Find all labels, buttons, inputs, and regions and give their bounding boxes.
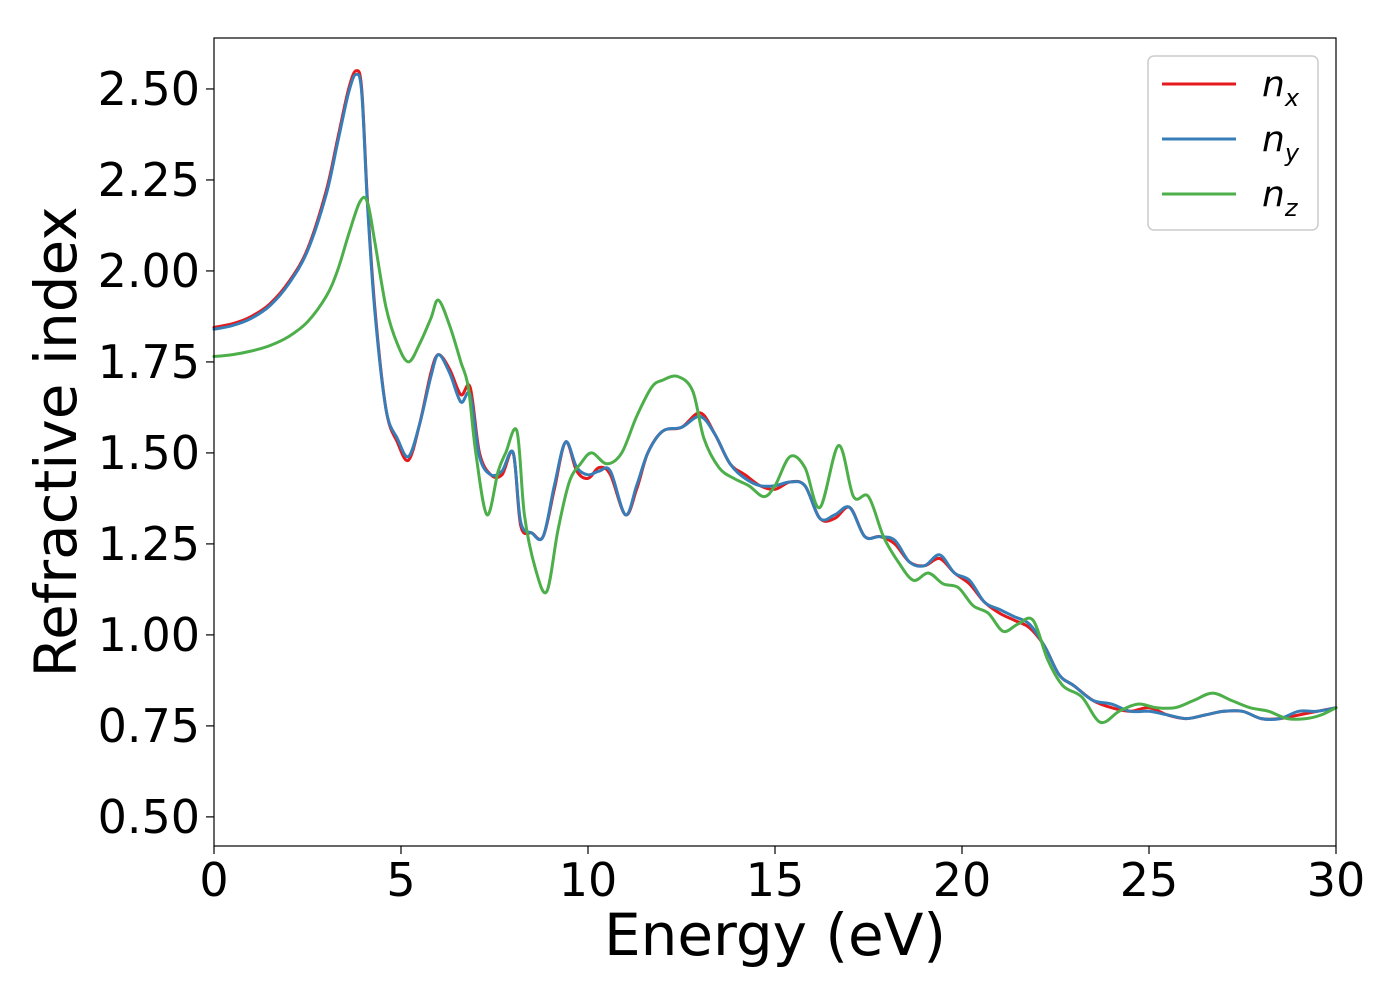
plot-frame bbox=[213, 37, 1337, 847]
legend-label: ny bbox=[1262, 119, 1300, 167]
y-tick-label: 2.25 bbox=[98, 153, 200, 207]
y-tick-label: 0.50 bbox=[98, 790, 200, 844]
x-tick-label: 10 bbox=[559, 853, 618, 907]
legend-label: nz bbox=[1262, 174, 1299, 222]
x-axis-label: Energy (eV) bbox=[604, 901, 946, 969]
y-tick-label: 1.00 bbox=[98, 608, 200, 662]
series-line-n-y bbox=[212, 72, 1338, 721]
y-tick-label: 2.00 bbox=[98, 244, 200, 298]
legend-label-main: n bbox=[1262, 119, 1285, 160]
y-tick-label: 2.50 bbox=[98, 62, 200, 116]
legend-label-subscript: x bbox=[1284, 84, 1300, 112]
y-tick-label: 1.50 bbox=[98, 426, 200, 480]
legend-label: nx bbox=[1262, 64, 1300, 112]
x-axis: 0 5 10 15 20 25 30 bbox=[199, 846, 1365, 907]
series-lines bbox=[212, 69, 1338, 725]
y-tick-label: 1.75 bbox=[98, 335, 200, 389]
x-tick-label: 0 bbox=[199, 853, 228, 907]
legend-label-main: n bbox=[1262, 64, 1285, 105]
x-tick-label: 15 bbox=[746, 853, 805, 907]
x-tick-label: 20 bbox=[933, 853, 992, 907]
x-tick-label: 25 bbox=[1120, 853, 1179, 907]
legend-label-subscript: z bbox=[1284, 194, 1299, 222]
legend-label-subscript: y bbox=[1284, 139, 1300, 167]
y-tick-label: 1.25 bbox=[98, 517, 200, 571]
legend-label-main: n bbox=[1262, 174, 1285, 215]
x-tick-label: 30 bbox=[1307, 853, 1366, 907]
y-axis-label: Refractive index bbox=[22, 206, 90, 677]
y-tick-label: 0.75 bbox=[98, 699, 200, 753]
y-axis: 0.50 0.75 1.00 1.25 1.50 1.75 2.00 2.25 2.50 bbox=[98, 62, 214, 844]
x-tick-label: 5 bbox=[386, 853, 415, 907]
legend-box bbox=[1147, 55, 1319, 231]
series-line-n-z bbox=[212, 195, 1338, 725]
